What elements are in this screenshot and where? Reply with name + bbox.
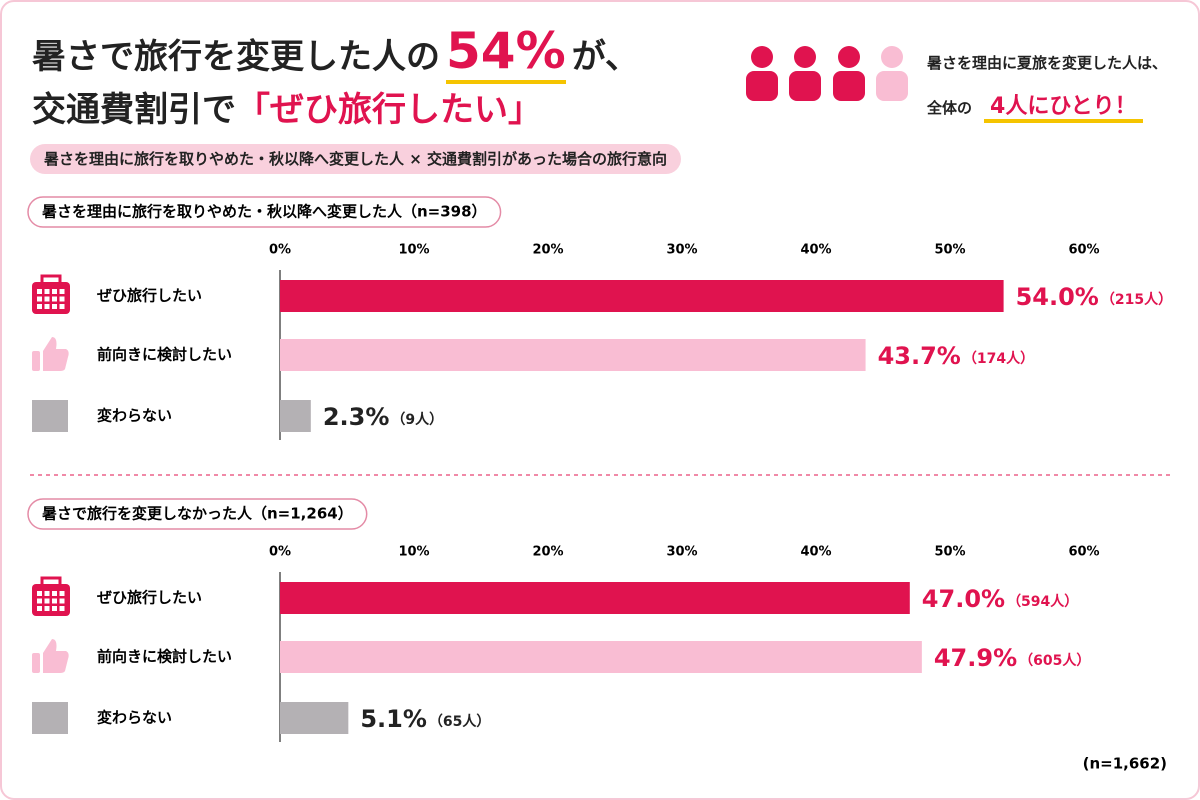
x-tick-label: 50% bbox=[934, 243, 965, 258]
category-label: ぜひ旅行したい bbox=[97, 287, 202, 305]
value-label: 47.9% bbox=[934, 644, 1017, 672]
icon-calendar bbox=[59, 304, 65, 309]
side-note-highlight: 4人にひとり！ bbox=[984, 94, 1143, 123]
icon-calendar bbox=[59, 598, 65, 604]
icon-calendar bbox=[59, 606, 65, 611]
icon-calendar bbox=[37, 289, 42, 294]
icon-calendar bbox=[52, 591, 57, 596]
chart-title: 暑さを理由に旅行を取りやめた・秋以降へ変更した人（n=398） bbox=[42, 203, 487, 221]
headline-line1: 暑さで旅行を変更した人の 54% が、 bbox=[32, 22, 640, 84]
value-label: 43.7% bbox=[878, 342, 961, 370]
x-tick-label: 20% bbox=[532, 243, 563, 258]
footnote: (n=1,662) bbox=[1083, 755, 1167, 773]
icon-calendar bbox=[52, 304, 57, 309]
chart-title-box bbox=[27, 196, 502, 228]
x-tick-label: 60% bbox=[1068, 243, 1099, 258]
headline-text: 交通費割引で bbox=[32, 90, 236, 130]
x-tick-label: 30% bbox=[666, 545, 697, 560]
x-tick-label: 0% bbox=[269, 545, 291, 560]
icon-calendar bbox=[40, 576, 62, 584]
x-tick-label: 50% bbox=[934, 545, 965, 560]
icon-calendar bbox=[37, 598, 42, 604]
headline-highlight: 54% bbox=[446, 22, 566, 84]
icon-calendar bbox=[37, 606, 42, 611]
headline-highlight: 「ぜひ旅行したい」 bbox=[236, 90, 542, 130]
icon-calendar bbox=[52, 606, 57, 611]
count-label: （605人） bbox=[1019, 652, 1090, 669]
icon-calendar bbox=[52, 296, 57, 302]
chart-title: 暑さで旅行を変更しなかった人（n=1,264） bbox=[42, 505, 353, 523]
icon-calendar bbox=[40, 274, 62, 282]
count-label: （594人） bbox=[1007, 593, 1078, 610]
x-tick-label: 30% bbox=[666, 243, 697, 258]
count-label: （174人） bbox=[963, 350, 1034, 367]
x-tick-label: 10% bbox=[398, 545, 429, 560]
icon-thumb bbox=[43, 639, 69, 673]
chart-title-box bbox=[27, 498, 368, 530]
icon-calendar bbox=[59, 591, 65, 596]
value-label: 2.3% bbox=[323, 403, 390, 431]
icon-calendar bbox=[37, 591, 42, 596]
icon-calendar bbox=[44, 591, 50, 596]
category-label: 前向きに検討したい bbox=[97, 346, 232, 364]
icon-calendar bbox=[44, 296, 50, 302]
count-label: （215人） bbox=[1101, 291, 1172, 308]
side-note-text: 全体の bbox=[927, 99, 973, 117]
icon-calendar bbox=[44, 289, 50, 294]
count-label: （9人） bbox=[391, 411, 443, 428]
category-label: 前向きに検討したい bbox=[97, 648, 232, 666]
value-label: 5.1% bbox=[360, 705, 427, 733]
x-tick-label: 60% bbox=[1068, 545, 1099, 560]
icon-thumb bbox=[32, 653, 40, 673]
icon-thumb bbox=[32, 351, 40, 371]
count-label: （65人） bbox=[429, 713, 490, 730]
x-tick-label: 0% bbox=[269, 243, 291, 258]
bar bbox=[280, 641, 922, 673]
x-tick-label: 40% bbox=[800, 243, 831, 258]
icon-calendar bbox=[44, 304, 50, 309]
x-tick-label: 10% bbox=[398, 243, 429, 258]
icon-calendar bbox=[37, 304, 42, 309]
headline-line2: 交通費割引で「ぜひ旅行したい」 bbox=[32, 82, 542, 131]
icon-thumb bbox=[43, 337, 69, 371]
icon-calendar bbox=[44, 598, 50, 604]
bar bbox=[280, 400, 311, 432]
side-note-line2: 全体の 4人にひとり！ bbox=[927, 88, 1143, 123]
icon-square bbox=[32, 702, 68, 734]
value-label: 54.0% bbox=[1016, 283, 1099, 311]
bar bbox=[280, 339, 866, 371]
icon-calendar bbox=[52, 598, 57, 604]
subtitle: 暑さを理由に旅行を取りやめた・秋以降へ変更した人 × 交通費割引があった場合の旅… bbox=[30, 144, 682, 174]
icon-square bbox=[32, 400, 68, 432]
category-label: ぜひ旅行したい bbox=[97, 589, 202, 607]
icon-calendar bbox=[37, 296, 42, 302]
icon-calendar bbox=[52, 289, 57, 294]
icon-calendar bbox=[44, 606, 50, 611]
x-tick-label: 40% bbox=[800, 545, 831, 560]
bar bbox=[280, 280, 1004, 312]
icon-calendar bbox=[59, 296, 65, 302]
x-tick-label: 20% bbox=[532, 545, 563, 560]
people-icons bbox=[746, 46, 908, 101]
value-label: 47.0% bbox=[922, 585, 1005, 613]
bar bbox=[280, 582, 910, 614]
headline-text: が、 bbox=[571, 37, 640, 77]
category-label: 変わらない bbox=[97, 407, 172, 425]
headline-text: 暑さで旅行を変更した人の bbox=[32, 37, 440, 77]
icon-calendar bbox=[59, 289, 65, 294]
bar bbox=[280, 702, 349, 734]
category-label: 変わらない bbox=[97, 709, 172, 727]
side-note: 暑さを理由に夏旅を変更した人は、 bbox=[927, 54, 1168, 72]
